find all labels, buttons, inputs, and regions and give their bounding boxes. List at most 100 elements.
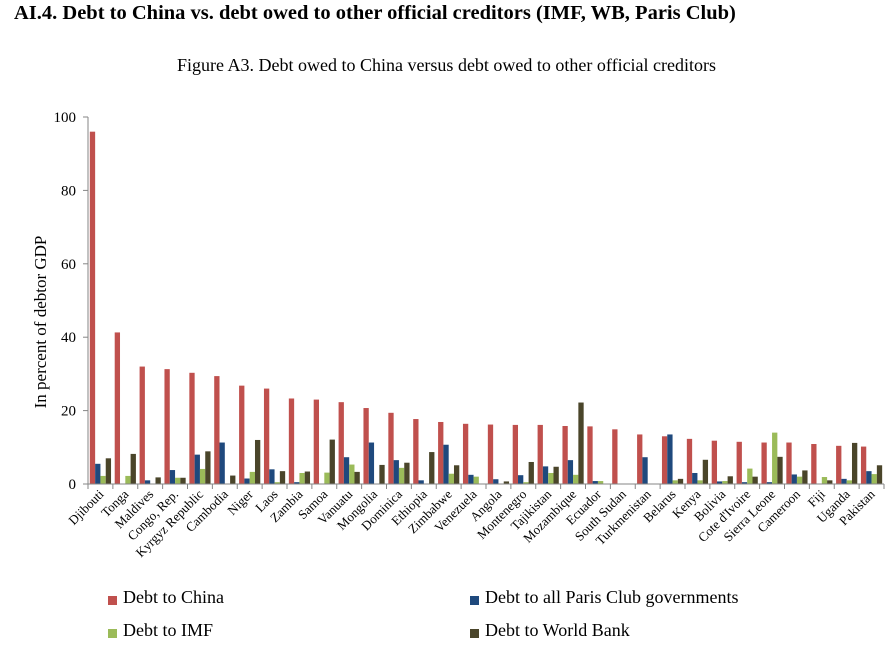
bar (686, 438, 693, 484)
bar (155, 477, 161, 484)
bar (194, 454, 200, 484)
bar (542, 466, 549, 484)
bar (379, 464, 385, 484)
bar (169, 470, 176, 484)
y-axis: 0 20 40 60 80 100 (54, 110, 89, 493)
bar (453, 465, 460, 484)
bar (329, 439, 335, 484)
bar (288, 398, 295, 484)
bar (239, 385, 245, 484)
section-heading: AI.4. Debt to China vs. debt owed to oth… (14, 2, 736, 24)
bar (573, 474, 579, 484)
bar (747, 468, 753, 484)
legend-swatch (470, 629, 479, 638)
bar (846, 480, 852, 484)
bar (860, 446, 867, 484)
y-axis-label: In percent of debtor GDP (31, 236, 50, 409)
legend-swatch (470, 596, 479, 605)
y-tick-label: 100 (54, 110, 77, 126)
bar (821, 477, 828, 484)
bar (493, 479, 499, 484)
bar (205, 451, 211, 484)
bar (214, 376, 220, 484)
bar (299, 472, 305, 484)
bar (114, 332, 121, 484)
bar (368, 442, 375, 484)
bar (219, 442, 225, 484)
y-tick-label: 80 (61, 183, 76, 199)
legend-label: Debt to China (123, 587, 224, 607)
bar (562, 426, 568, 484)
bar (553, 466, 559, 484)
bar (105, 458, 112, 484)
bar (876, 465, 883, 484)
bar (443, 444, 449, 484)
bar (244, 478, 250, 484)
legend-swatch (108, 629, 117, 638)
bar (578, 402, 584, 484)
bar (791, 474, 797, 484)
bar (503, 481, 510, 484)
bar (802, 470, 808, 484)
bar (294, 482, 300, 484)
y-tick-label: 0 (69, 477, 77, 493)
bar (827, 480, 833, 484)
legend-label: Debt to all Paris Club governments (485, 587, 739, 607)
bar (189, 372, 195, 484)
bar (752, 476, 758, 484)
bar (274, 482, 280, 484)
bar (175, 477, 181, 484)
bar (418, 480, 424, 484)
bar (462, 423, 469, 484)
bar-chart: 0 20 40 60 80 100 DjiboutiTongaMaldivesCongo,… (31, 110, 885, 560)
bar (199, 468, 206, 484)
bar (230, 475, 236, 484)
bar (727, 476, 733, 484)
bar (667, 434, 673, 484)
bar (254, 439, 261, 484)
bar (487, 424, 494, 484)
bar (587, 426, 593, 484)
bars (89, 131, 883, 484)
bar (269, 469, 275, 484)
bar (130, 453, 136, 484)
bar (871, 474, 877, 484)
bar (841, 478, 847, 484)
bar (438, 421, 444, 484)
legend-label: Debt to IMF (123, 620, 213, 640)
bar (125, 475, 131, 484)
bar (741, 482, 748, 484)
bar (692, 472, 698, 484)
bar (313, 399, 320, 484)
bar (304, 471, 311, 484)
bar (413, 419, 419, 484)
bar (711, 440, 718, 484)
bar (528, 461, 534, 484)
bar (139, 366, 145, 484)
bar (249, 471, 255, 484)
bar (89, 131, 96, 484)
bar (279, 471, 286, 484)
bar (448, 473, 454, 484)
y-tick-label: 20 (61, 404, 76, 420)
y-tick-label: 40 (61, 330, 76, 346)
bar (722, 481, 728, 484)
bar (393, 460, 399, 484)
bar (702, 459, 709, 484)
bar (338, 402, 344, 484)
bar (777, 456, 783, 484)
legend-swatch (108, 596, 117, 605)
bar (677, 478, 684, 484)
bar (164, 369, 170, 484)
bar (851, 442, 858, 484)
bar (144, 480, 151, 484)
bar (866, 471, 872, 484)
bar (324, 472, 330, 484)
bar (398, 467, 405, 484)
bar (429, 452, 435, 484)
bar (363, 408, 369, 484)
bar (796, 476, 803, 484)
x-tick-label: Niger (224, 486, 256, 518)
bar (772, 432, 778, 484)
bar (786, 442, 792, 484)
